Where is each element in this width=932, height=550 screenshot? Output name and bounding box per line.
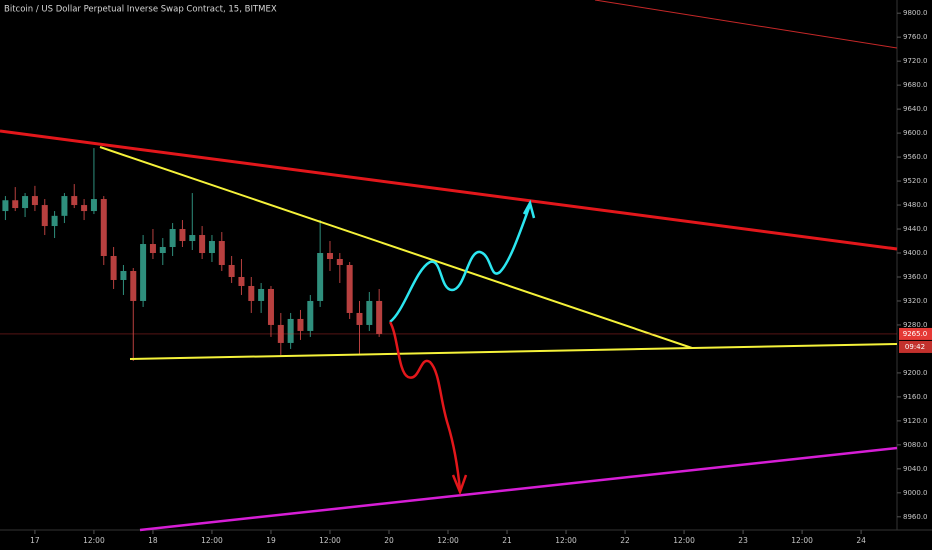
y-tick-label: 9600.0: [903, 129, 928, 137]
candle-body: [366, 300, 373, 325]
candle-body: [336, 259, 343, 265]
candle-body: [90, 199, 97, 212]
last-price-label: 9265.0: [903, 330, 928, 338]
candle-body: [169, 229, 176, 248]
y-tick-label: 9040.0: [903, 465, 928, 473]
y-tick-label: 9200.0: [903, 369, 928, 377]
x-tick-label: 20: [384, 536, 394, 545]
candle-body: [346, 265, 353, 313]
candle-body: [317, 253, 324, 301]
x-tick-label: 12:00: [319, 536, 341, 545]
y-tick-label: 9760.0: [903, 33, 928, 41]
candle-body: [307, 300, 314, 331]
candle-body: [159, 247, 166, 254]
x-tick-label: 21: [502, 536, 512, 545]
bearish-arrowhead: [451, 474, 468, 496]
candle-body: [179, 229, 186, 242]
countdown-label: 09:42: [905, 343, 925, 351]
y-tick-label: 9480.0: [903, 201, 928, 209]
x-tick-label: 23: [738, 536, 748, 545]
candle-body: [12, 200, 19, 209]
countdown-box: [899, 340, 932, 353]
candle-body: [218, 241, 225, 265]
candle-body: [22, 196, 29, 209]
candle-body: [356, 312, 363, 325]
x-tick-label: 22: [620, 536, 630, 545]
y-tick-label: 9360.0: [903, 273, 928, 281]
candle-body: [61, 196, 68, 216]
candle-body: [228, 265, 235, 277]
x-tick-label: 17: [30, 536, 40, 545]
candle-body: [71, 196, 78, 206]
last-price-box: [899, 327, 932, 340]
y-tick-label: 9800.0: [903, 9, 928, 17]
candle-body: [238, 276, 245, 286]
candle-body: [31, 196, 38, 206]
candle-body: [110, 256, 117, 280]
y-tick-label: 9560.0: [903, 153, 928, 161]
x-tick-label: 12:00: [673, 536, 695, 545]
trendline-yellow-support: [129, 343, 898, 360]
x-tick-label: 12:00: [555, 536, 577, 545]
candle-body: [81, 205, 88, 212]
y-tick-label: 8960.0: [903, 513, 928, 521]
candle-body: [258, 288, 265, 301]
y-tick-label: 9160.0: [903, 393, 928, 401]
bullish-arrowhead: [522, 199, 536, 219]
drawings: [0, 0, 898, 532]
y-tick-label: 9400.0: [903, 249, 928, 257]
bullish-sketch: [389, 204, 532, 323]
candle-body: [376, 300, 383, 334]
trendline-red: [0, 129, 898, 251]
bearish-sketch: [388, 321, 462, 491]
candle-body: [100, 199, 107, 257]
candle-body: [267, 288, 274, 325]
x-tick-label: 12:00: [83, 536, 105, 545]
candle-body: [120, 270, 127, 280]
x-tick-label: 12:00: [791, 536, 813, 545]
y-tick-label: 9080.0: [903, 441, 928, 449]
y-tick-label: 9000.0: [903, 489, 928, 497]
y-tick-label: 9120.0: [903, 417, 928, 425]
candle-body: [130, 270, 137, 301]
trendline-yellow-descending: [99, 146, 693, 349]
y-tick-label: 9640.0: [903, 105, 928, 113]
y-tick-label: 9320.0: [903, 297, 928, 305]
candle-body: [326, 253, 333, 260]
candle-body: [51, 215, 58, 227]
x-tick-label: 19: [266, 536, 276, 545]
candle-body: [140, 244, 147, 301]
y-tick-label: 9680.0: [903, 81, 928, 89]
x-tick-label: 12:00: [201, 536, 223, 545]
y-tick-label: 9440.0: [903, 225, 928, 233]
candle-body: [41, 205, 48, 227]
trendline-magenta: [139, 446, 898, 532]
x-tick-label: 18: [148, 536, 158, 545]
x-tick-label: 12:00: [437, 536, 459, 545]
y-tick-label: 9520.0: [903, 177, 928, 185]
candle-body: [2, 200, 9, 212]
chart-title: Bitcoin / US Dollar Perpetual Inverse Sw…: [4, 5, 277, 15]
trendline-red-thin: [594, 0, 898, 49]
candle-body: [297, 318, 304, 331]
candle-body: [208, 241, 215, 254]
candle-body: [199, 235, 206, 254]
y-tick-label: 9280.0: [903, 321, 928, 329]
candle-body: [149, 244, 156, 254]
y-tick-label: 9720.0: [903, 57, 928, 65]
candle-body: [287, 318, 294, 343]
candle-body: [248, 285, 255, 301]
plot-area: [2, 148, 383, 361]
candle-body: [189, 235, 196, 242]
x-tick-label: 24: [856, 536, 866, 545]
